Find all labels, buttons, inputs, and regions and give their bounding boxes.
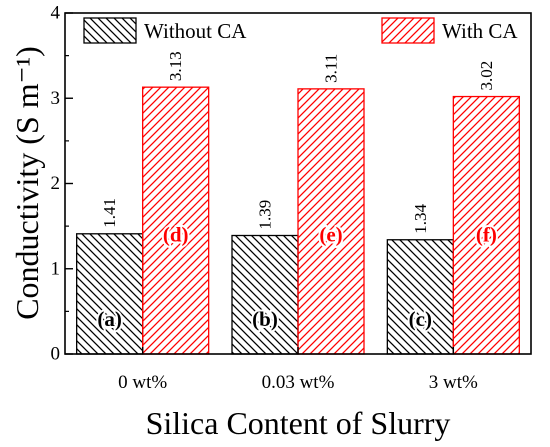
- y-tick-label-0: 0: [51, 344, 61, 365]
- bar-without-ca-1: [231, 234, 299, 355]
- legend-swatch-with-ca: [381, 17, 435, 44]
- y-tick-label-3: 3: [51, 88, 61, 109]
- bar-letter-label-without-ca-2: (c): [409, 307, 432, 331]
- bar-without-ca-2: [386, 239, 454, 355]
- bar-letter-label-with-ca-2: (f): [476, 223, 497, 247]
- y-tick-label-4: 4: [51, 3, 61, 24]
- bars-layer: [76, 86, 520, 355]
- legend-swatch-without-ca: [83, 17, 137, 44]
- value-label-with-ca-2: 3.02: [477, 61, 496, 91]
- value-label-with-ca-1: 3.11: [322, 54, 341, 83]
- bar-with-ca-1: [297, 88, 365, 355]
- y-axis-label: Conductivity (S m⁻¹): [9, 46, 45, 320]
- bar-letter-label-with-ca-1: (e): [319, 223, 342, 247]
- y-tick-label-2: 2: [51, 173, 61, 194]
- labels-layer: 1.41 (a) 3.13 (d) 1.39 (b) 3.11 (e) 1.34 (c) 3.02 (…: [95, 51, 498, 333]
- value-label-without-ca-2: 1.34: [411, 204, 430, 234]
- bar-with-ca-2: [452, 95, 520, 355]
- axes-layer: 0 wt% 0.03 wt% 3 wt% 0 1 2 3 4: [51, 3, 479, 394]
- bar-with-ca-0: [142, 86, 210, 355]
- legend-label-with-ca: With CA: [442, 19, 518, 43]
- legend: Without CA With CA: [83, 17, 518, 44]
- value-label-without-ca-0: 1.41: [100, 198, 119, 228]
- x-tick-label-2: 3 wt%: [429, 372, 478, 393]
- x-tick-label-0: 0 wt%: [118, 372, 167, 393]
- y-tick-label-1: 1: [51, 258, 61, 279]
- x-axis-label: Silica Content of Slurry: [146, 405, 451, 441]
- x-tick-label-1: 0.03 wt%: [262, 372, 335, 393]
- bar-letter-label-with-ca-0: (d): [163, 223, 189, 247]
- bar-letter-label-without-ca-0: (a): [97, 307, 122, 331]
- value-label-without-ca-1: 1.39: [256, 200, 275, 230]
- bar-without-ca-0: [76, 233, 144, 355]
- value-label-with-ca-0: 3.13: [166, 51, 185, 81]
- bar-letter-label-without-ca-1: (b): [252, 307, 278, 331]
- legend-label-without-ca: Without CA: [144, 19, 247, 43]
